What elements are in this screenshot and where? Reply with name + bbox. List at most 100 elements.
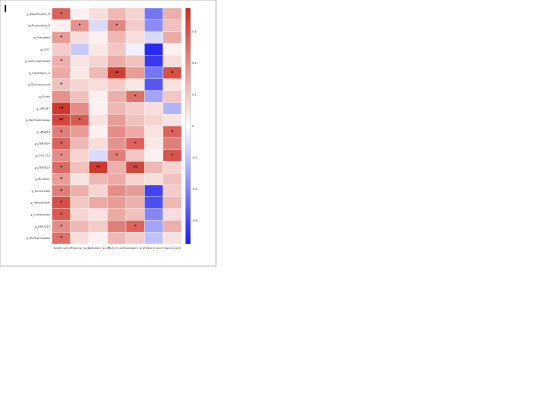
heatmap-significance: * <box>79 23 82 28</box>
heatmap-cell <box>70 173 90 186</box>
heatmap-cell <box>88 66 108 79</box>
heatmap-cell <box>144 114 164 127</box>
heatmap-cell <box>162 173 182 186</box>
heatmap-column-label: Isovaleric acid <box>125 246 145 250</box>
colorbar-tick-label: 0.6 <box>192 30 197 34</box>
heatmap-cell <box>144 66 164 79</box>
heatmap-cell <box>144 102 164 115</box>
heatmap-cell <box>162 196 182 209</box>
heatmap-cell <box>88 220 108 233</box>
heatmap-cell <box>88 19 108 32</box>
heatmap-cell <box>162 184 182 197</box>
heatmap-row-label: g_UBA3623 <box>35 165 50 169</box>
heatmap-row-label: g_Helicobacter <box>31 201 51 205</box>
heatmap-cell <box>107 102 127 115</box>
heatmap-cell <box>162 161 182 174</box>
heatmap-cell <box>70 149 90 162</box>
heatmap-cell <box>51 19 71 32</box>
colorbar-tick-label: -0.4 <box>192 187 198 191</box>
heatmap-cell <box>125 196 145 209</box>
heatmap-row-label: g_Romboutsia_B <box>29 24 51 28</box>
heatmap-cell <box>107 184 127 197</box>
heatmap-cell <box>144 173 164 186</box>
heatmap-cell <box>125 19 145 32</box>
heatmap-cell <box>70 137 90 150</box>
heatmap-cell <box>107 137 127 150</box>
heatmap-row-label: g_Desulfovibrio_H <box>27 12 50 16</box>
heatmap-cell <box>70 232 90 245</box>
heatmap-significance: * <box>134 141 137 146</box>
heatmap-significance: * <box>60 35 63 40</box>
heatmap-cell <box>107 55 127 68</box>
heatmap-cell <box>162 90 182 103</box>
colorbar-tick-label: -0.2 <box>192 155 198 159</box>
heatmap-cell <box>88 7 108 20</box>
colorbar-tick-label: -0.6 <box>192 218 198 222</box>
heatmap-cell <box>125 173 145 186</box>
heatmap-cell <box>162 208 182 221</box>
heatmap-cell <box>144 232 164 245</box>
heatmap-cell <box>70 43 90 56</box>
heatmap-significance: * <box>60 165 63 170</box>
heatmap-cell <box>144 43 164 56</box>
heatmap-cell <box>88 102 108 115</box>
heatmap-cell <box>51 90 71 103</box>
heatmap-cell <box>125 114 145 127</box>
heatmap-column-label: Propionic acid <box>70 246 90 250</box>
heatmap-cell <box>144 161 164 174</box>
heatmap-cell <box>125 102 145 115</box>
heatmap-significance: * <box>134 94 137 99</box>
heatmap-cell <box>70 161 90 174</box>
heatmap-significance: * <box>134 224 137 229</box>
heatmap-cell <box>107 7 127 20</box>
heatmap-cell <box>70 7 90 20</box>
heatmap-cell <box>70 220 90 233</box>
heatmap-cell <box>162 232 182 245</box>
heatmap-cell <box>107 208 127 221</box>
heatmap-cell <box>144 137 164 150</box>
heatmap-cell <box>125 125 145 138</box>
heatmap-cell <box>125 43 145 56</box>
heatmap-row-label: g_UBA3263 <box>35 224 50 228</box>
heatmap-cell <box>70 196 90 209</box>
heatmap-significance: * <box>60 129 63 134</box>
heatmap-cell <box>88 31 108 44</box>
heatmap-cell <box>70 78 90 91</box>
heatmap-cell <box>144 78 164 91</box>
heatmap-cell <box>144 31 164 44</box>
heatmap-significance: * <box>116 153 119 158</box>
heatmap-cell <box>107 90 127 103</box>
colorbar-tick-label: 0 <box>192 124 194 128</box>
heatmap-column-label: Caproic acid <box>164 246 181 250</box>
heatmap-significance: * <box>60 212 63 217</box>
heatmap-row-label: g_CAG-712 <box>36 154 51 158</box>
heatmap-cell <box>70 125 90 138</box>
heatmap-cell <box>70 31 90 44</box>
heatmap-significance: * <box>116 23 119 28</box>
heatmap-cell <box>51 43 71 56</box>
heatmap-cell <box>162 102 182 115</box>
heatmap-cell <box>162 7 182 20</box>
heatmap-significance: * <box>60 59 63 64</box>
heatmap-cell <box>107 125 127 138</box>
heatmap-cell <box>51 66 71 79</box>
heatmap-significance: * <box>60 188 63 193</box>
heatmap-cell <box>88 78 108 91</box>
heatmap-row-label: g_Oscillospiraceae <box>26 118 50 122</box>
colorbar-tick-label: 0.4 <box>192 61 197 65</box>
heatmap-cell <box>144 184 164 197</box>
heatmap-row-label: g_CAG- <box>41 47 51 51</box>
heatmap-cell <box>88 184 108 197</box>
heatmap-cell <box>107 114 127 127</box>
heatmap-cell <box>70 55 90 68</box>
heatmap-row-label: g_Duncaniella <box>32 189 51 193</box>
heatmap-cell <box>125 149 145 162</box>
heatmap-significance: * <box>60 200 63 205</box>
heatmap-significance: ** <box>115 70 120 75</box>
heatmap-cell <box>144 55 164 68</box>
heatmap-row-label: g_Ruminococcus <box>28 83 50 87</box>
heatmap-significance: ** <box>59 106 64 111</box>
heatmap-cell <box>88 137 108 150</box>
heatmap-cell <box>88 90 108 103</box>
